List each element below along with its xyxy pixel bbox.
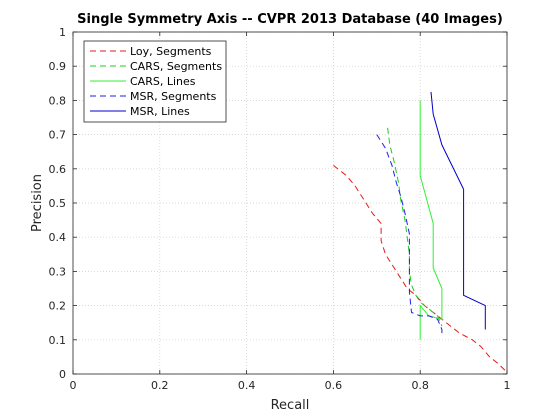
series-line-2 xyxy=(419,100,443,340)
series-line-3 xyxy=(376,134,443,337)
legend-label-2: CARS, Lines xyxy=(130,75,196,88)
x-tick-label: 0.8 xyxy=(411,379,429,392)
x-tick-label: 0.4 xyxy=(238,379,256,392)
legend: Loy, Segments CARS, Segments CARS, Lines MS… xyxy=(83,40,227,123)
x-tick-label: 1 xyxy=(504,379,511,392)
x-tick-label: 0 xyxy=(70,379,77,392)
series-layer xyxy=(333,91,508,373)
y-tick-label: 0.8 xyxy=(49,94,67,107)
y-tick-label: 0 xyxy=(59,368,66,381)
series-line-0 xyxy=(333,165,508,373)
x-tick-label: 0.2 xyxy=(151,379,169,392)
y-axis: 0 0.1 0.2 0.3 0.4 0.5 0.6 0.7 0.8 0.9 1 xyxy=(49,26,507,381)
legend-label-1: CARS, Segments xyxy=(130,60,222,73)
x-axis: 0 0.2 0.4 0.6 0.8 1 xyxy=(70,32,511,392)
y-tick-label: 1 xyxy=(59,26,66,39)
y-tick-label: 0.9 xyxy=(49,60,67,73)
y-axis-label: Precision xyxy=(30,174,45,232)
legend-label-0: Loy, Segments xyxy=(130,45,212,58)
y-tick-label: 0.1 xyxy=(49,334,67,347)
chart-title: Single Symmetry Axis -- CVPR 2013 Databa… xyxy=(77,12,503,27)
series-line-4 xyxy=(430,91,486,330)
y-tick-label: 0.2 xyxy=(49,300,67,313)
y-tick-label: 0.5 xyxy=(49,197,67,210)
legend-label-3: MSR, Segments xyxy=(130,90,217,103)
y-tick-label: 0.7 xyxy=(49,129,67,142)
series-line-1 xyxy=(387,127,443,327)
x-axis-label: Recall xyxy=(271,398,310,413)
y-tick-label: 0.4 xyxy=(49,231,67,244)
x-tick-label: 0.6 xyxy=(325,379,343,392)
y-tick-label: 0.6 xyxy=(49,163,67,176)
legend-label-4: MSR, Lines xyxy=(130,105,190,118)
y-tick-label: 0.3 xyxy=(49,265,67,278)
